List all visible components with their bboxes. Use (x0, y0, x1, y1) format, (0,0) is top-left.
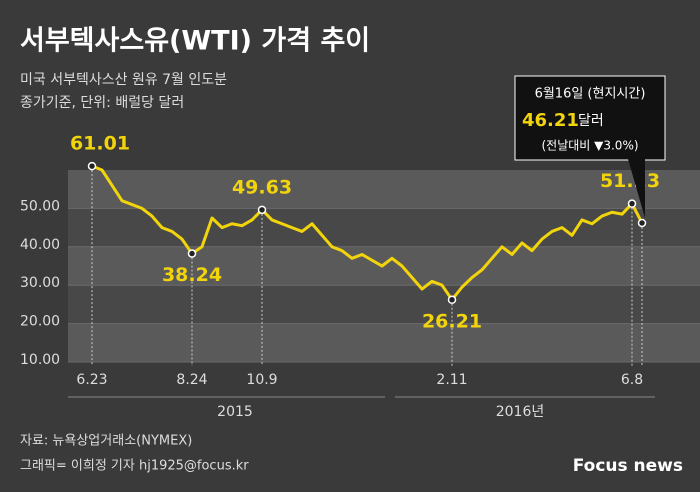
x-tick-label: 6.23 (76, 372, 107, 388)
marker (447, 295, 457, 305)
marker (637, 218, 647, 228)
year-label: 2016년 (496, 404, 545, 420)
marker (187, 249, 197, 258)
subtitle: 종가기준, 단위: 배럴당 달러 (20, 95, 184, 111)
plot: 10.00 20.00 30.00 40.00 50.00 6.23 8.24 10.9 2.1… (20, 133, 700, 388)
grid-band (68, 323, 700, 362)
data-label: 51.23 (600, 170, 660, 192)
callout-date: 6월16일 (현지시간) (535, 87, 646, 102)
marker (87, 161, 97, 171)
year-label: 2015 (217, 404, 253, 420)
data-label: 61.01 (70, 133, 130, 155)
chart-title: 서부텍사스유(WTI) 가격 추이 (20, 26, 370, 57)
logo: Focus news (573, 456, 683, 476)
y-tick-label: 50.00 (20, 198, 60, 214)
y-tick-label: 10.00 (20, 352, 60, 368)
credit: 그래픽= 이희정 기자 hj1925@focus.kr (20, 459, 249, 474)
data-label: 49.63 (232, 176, 292, 198)
marker (627, 199, 637, 208)
source: 자료: 뉴욕상업거래소(NYMEX) (20, 434, 192, 449)
grid-band (68, 285, 700, 324)
x-tick-label: 8.24 (176, 372, 207, 388)
grid-band (68, 170, 700, 209)
callout-change: (전날대비 ▼3.0%) (541, 139, 638, 153)
callout: 6월16일 (현지시간) 46.21 달러 (전날대비 ▼3.0%) (514, 75, 666, 218)
callout-box (514, 75, 666, 161)
grid-band (68, 208, 700, 247)
callout-value: 46.21 (522, 110, 579, 131)
line (91, 164, 644, 302)
callout-pointer (628, 159, 645, 218)
data-label: 26.21 (422, 310, 482, 332)
x-tick-label: 6.8 (621, 372, 643, 388)
data-label: 38.24 (162, 264, 222, 286)
y-tick-label: 30.00 (20, 275, 60, 291)
subtitle: 미국 서부텍사스산 원유 7월 인도분 (20, 72, 227, 88)
marker (257, 205, 267, 215)
x-tick-label: 2.11 (436, 372, 467, 388)
y-tick-label: 40.00 (20, 237, 60, 253)
x-tick-label: 10.9 (246, 372, 277, 388)
y-tick-label: 20.00 (20, 314, 60, 330)
callout-unit: 달러 (578, 113, 604, 129)
